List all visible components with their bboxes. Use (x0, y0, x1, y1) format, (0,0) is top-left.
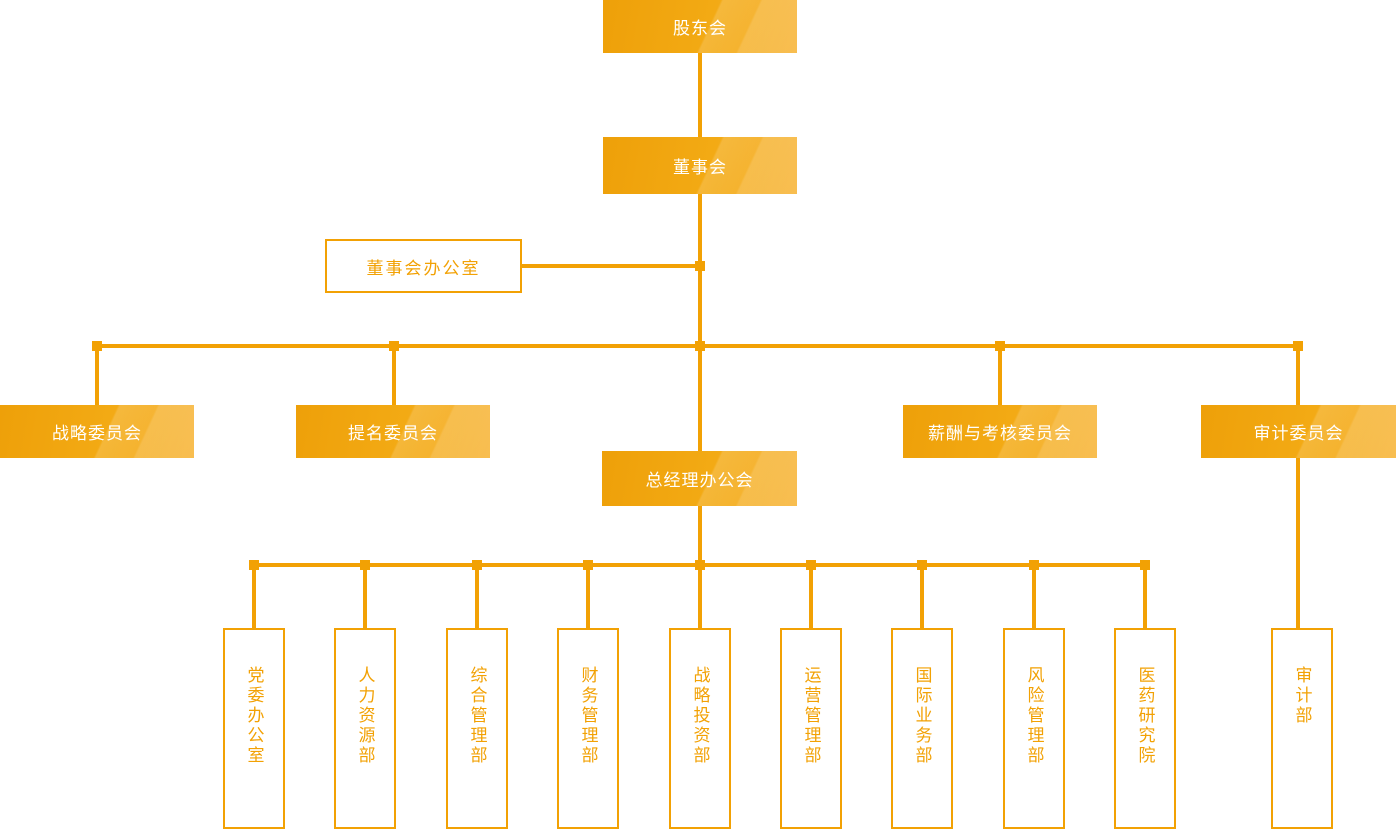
org-node-dept-pharma-research-label: 医药研究院 (1135, 666, 1155, 766)
org-node-dept-risk-mgmt-label: 风险管理部 (1024, 666, 1044, 766)
connector-drop-dept-party-office (252, 565, 256, 628)
connector-drop-strategy (95, 346, 99, 405)
org-node-dept-general-mgmt-label: 综合管理部 (467, 666, 487, 766)
org-node-strategy-committee: 战略委员会 (0, 405, 194, 458)
org-node-dept-strategic-investment-label: 战略投资部 (690, 666, 710, 766)
org-node-dept-party-office-label: 党委办公室 (244, 666, 264, 766)
connector-drop-dept-hr (363, 565, 367, 628)
org-node-dept-hr: 人力资源部 (334, 628, 396, 829)
org-node-dept-hr-label: 人力资源部 (355, 666, 375, 766)
org-node-dept-general-mgmt: 综合管理部 (446, 628, 508, 829)
org-node-dept-international: 国际业务部 (891, 628, 953, 829)
org-node-board-office: 董事会办公室 (325, 239, 522, 293)
connector-line-audit-committee-dept (1296, 458, 1300, 628)
org-node-dept-risk-mgmt: 风险管理部 (1003, 628, 1065, 829)
connector-drop-dept-international (920, 565, 924, 628)
org-node-board-label: 董事会 (673, 158, 727, 177)
org-node-dept-audit-label: 审计部 (1292, 666, 1312, 726)
connector-drop-dept-operations-mgmt (809, 565, 813, 628)
org-node-strategy-committee-label: 战略委员会 (52, 424, 142, 443)
connector-drop-dept-finance-mgmt (586, 565, 590, 628)
connector-line-gm-departments (698, 506, 702, 565)
org-node-board: 董事会 (603, 137, 797, 194)
org-node-shareholders-label: 股东会 (673, 19, 727, 38)
org-node-audit-committee-label: 审计委员会 (1253, 424, 1344, 443)
org-node-dept-international-label: 国际业务部 (912, 666, 932, 766)
org-node-compensation-committee: 薪酬与考核委员会 (903, 405, 1097, 458)
connector-node-trunk-cross (695, 341, 705, 351)
org-node-gm-office-label: 总经理办公会 (645, 471, 754, 490)
org-node-dept-pharma-research: 医药研究院 (1114, 628, 1176, 829)
connector-drop-compensation (998, 346, 1002, 405)
org-node-gm-office: 总经理办公会 (602, 451, 797, 506)
org-node-shareholders: 股东会 (603, 0, 797, 53)
org-node-compensation-committee-label: 薪酬与考核委员会 (928, 424, 1072, 443)
org-node-dept-operations-mgmt-label: 运营管理部 (801, 666, 821, 766)
connector-drop-dept-strategic-investment (698, 565, 702, 628)
org-node-dept-strategic-investment: 战略投资部 (669, 628, 731, 829)
org-node-dept-audit: 审计部 (1271, 628, 1333, 829)
connector-line-board-trunk (698, 194, 702, 451)
connector-drop-nomination (392, 346, 396, 405)
org-node-dept-operations-mgmt: 运营管理部 (780, 628, 842, 829)
connector-node-board-office-junction (695, 261, 705, 271)
org-node-nomination-committee-label: 提名委员会 (348, 424, 438, 443)
connector-line-shareholders-board (698, 53, 702, 137)
org-node-board-office-label: 董事会办公室 (366, 258, 481, 278)
org-node-nomination-committee: 提名委员会 (296, 405, 490, 458)
connector-line-board-office (522, 264, 698, 268)
org-node-audit-committee: 审计委员会 (1201, 405, 1396, 458)
connector-drop-audit-committee (1296, 346, 1300, 405)
connector-drop-dept-general-mgmt (475, 565, 479, 628)
org-node-dept-party-office: 党委办公室 (223, 628, 285, 829)
org-node-dept-finance-mgmt-label: 财务管理部 (578, 666, 598, 766)
org-node-dept-finance-mgmt: 财务管理部 (557, 628, 619, 829)
connector-drop-dept-pharma-research (1143, 565, 1147, 628)
connector-drop-dept-risk-mgmt (1032, 565, 1036, 628)
